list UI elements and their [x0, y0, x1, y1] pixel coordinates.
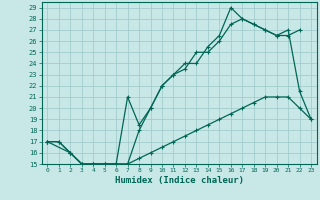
X-axis label: Humidex (Indice chaleur): Humidex (Indice chaleur) — [115, 176, 244, 185]
